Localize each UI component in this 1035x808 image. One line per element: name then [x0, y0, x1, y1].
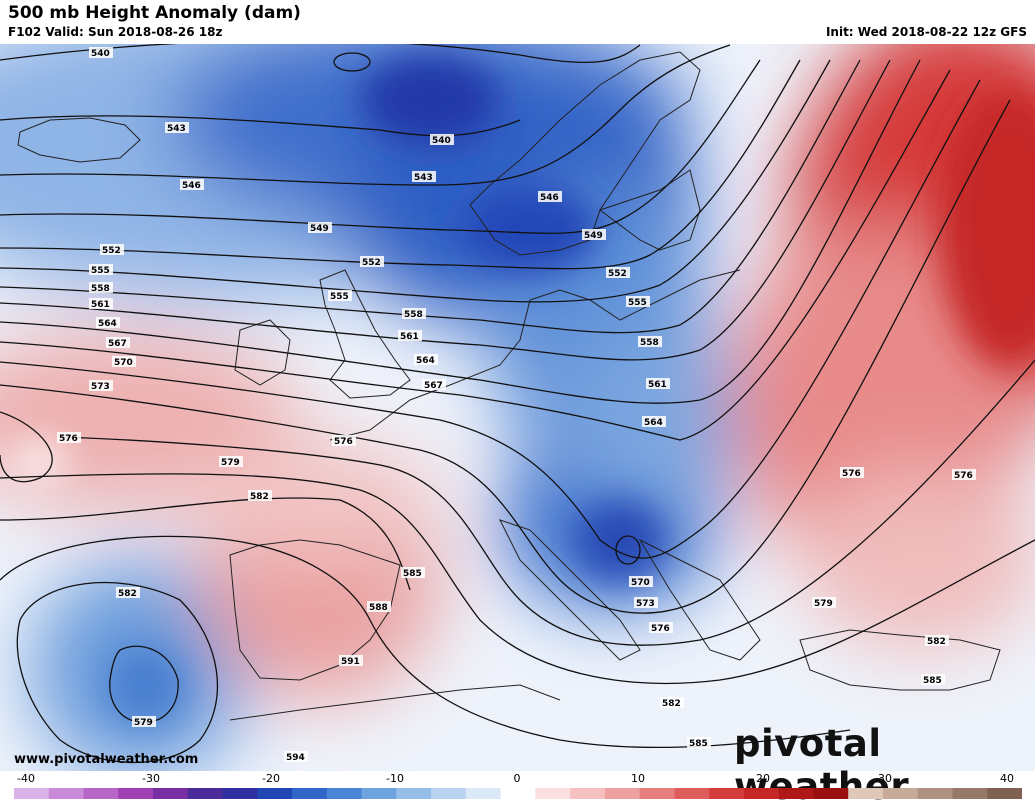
- anomaly-shading: [0, 44, 1035, 771]
- contour-label: 552: [608, 269, 627, 279]
- colorbar-swatch: [604, 788, 641, 799]
- colorbar-swatch: [917, 788, 953, 799]
- contour-label: 558: [91, 284, 110, 294]
- colorbar-swatch: [743, 788, 780, 799]
- contour-label: 591: [341, 657, 360, 667]
- colorbar-swatch: [326, 788, 363, 799]
- contour-label: 576: [954, 471, 973, 481]
- contour-label: 573: [636, 599, 655, 609]
- colorbar-swatch: [14, 788, 50, 799]
- contour-label: 558: [640, 338, 659, 348]
- contour-label: 543: [167, 124, 186, 134]
- colorbar-swatches: [14, 788, 1022, 799]
- colorbar-tick-label: -10: [386, 772, 404, 785]
- height-anomaly-map: 540 540 543 543 546 546 549 549 552 552 …: [0, 44, 1035, 771]
- colorbar-swatch: [361, 788, 397, 799]
- contour-label: 573: [91, 382, 110, 392]
- colorbar-swatch: [639, 788, 675, 799]
- colorbar-swatch: [465, 788, 502, 799]
- colorbar-swatch: [535, 788, 571, 799]
- colorbar-tick-label: -30: [142, 772, 160, 785]
- contour-label: 579: [221, 458, 240, 468]
- contour-label: 594: [286, 753, 305, 763]
- contour-label: 564: [98, 319, 117, 329]
- colorbar-swatch: [257, 788, 293, 799]
- website-credit: www.pivotalweather.com: [14, 752, 199, 767]
- colorbar-tick-label: 0: [514, 772, 521, 785]
- map-header: 500 mb Height Anomaly (dam) F102 Valid: …: [0, 0, 1035, 44]
- contour-label: 576: [842, 469, 861, 479]
- contour-label: 570: [631, 578, 650, 588]
- contour-label: 588: [369, 603, 388, 613]
- contour-label: 555: [330, 292, 349, 302]
- colorbar-swatch: [987, 788, 1022, 799]
- contour-label: 549: [584, 231, 603, 241]
- map-title: 500 mb Height Anomaly (dam): [8, 3, 301, 23]
- contour-label: 540: [91, 49, 110, 59]
- contour-label: 585: [689, 739, 708, 749]
- contour-label: 582: [927, 637, 946, 647]
- coastlines: [17, 51, 1001, 721]
- height-contours: [0, 44, 1035, 764]
- valid-time: F102 Valid: Sun 2018-08-26 18z: [8, 25, 223, 39]
- contour-label: 555: [91, 266, 110, 276]
- contour-label: 561: [648, 380, 667, 390]
- contour-label: 540: [432, 136, 451, 146]
- contour-label: 564: [416, 356, 435, 366]
- colorbar-swatch: [187, 788, 224, 799]
- colorbar-swatch: [882, 788, 919, 799]
- contour-label: 576: [651, 624, 670, 634]
- contour-label: 552: [102, 246, 121, 256]
- colorbar-swatch: [153, 788, 189, 799]
- colorbar-tick-label: 20: [756, 772, 770, 785]
- contour-label: 555: [628, 298, 647, 308]
- contour-label: 570: [114, 358, 133, 368]
- contour-label: 543: [414, 173, 433, 183]
- colorbar-tick-label: -40: [17, 772, 35, 785]
- contour-label: 567: [108, 339, 127, 349]
- contour-labels: 540 540 543 543 546 546 549 549 552 552 …: [57, 47, 976, 763]
- contour-label: 579: [814, 599, 833, 609]
- colorbar-swatch: [813, 788, 849, 799]
- colorbar-swatch: [674, 788, 710, 799]
- contour-label: 582: [250, 492, 269, 502]
- colorbar: -40 -30 -20 -10 0 10 20 30 40: [14, 772, 1022, 799]
- colorbar-tick-label: 30: [878, 772, 892, 785]
- colorbar-swatch: [709, 788, 745, 799]
- colorbar-swatch: [431, 788, 467, 799]
- colorbar-ticks: -40 -30 -20 -10 0 10 20 30 40: [17, 772, 1014, 785]
- colorbar-swatch: [570, 788, 606, 799]
- colorbar-tick-label: 10: [631, 772, 645, 785]
- contour-label: 567: [424, 381, 443, 391]
- contour-label: 564: [644, 418, 663, 428]
- init-time: Init: Wed 2018-08-22 12z GFS: [825, 25, 1027, 39]
- colorbar-swatch: [952, 788, 988, 799]
- contour-label: 585: [403, 569, 422, 579]
- colorbar-swatch: [292, 788, 328, 799]
- colorbar-swatch: [222, 788, 258, 799]
- contour-label: 546: [182, 181, 201, 191]
- contour-label: 582: [118, 589, 137, 599]
- contour-label: 552: [362, 258, 381, 268]
- colorbar-swatch: [500, 788, 536, 799]
- contour-label: 561: [91, 300, 110, 310]
- contour-label: 558: [404, 310, 423, 320]
- contour-label: 582: [662, 699, 681, 709]
- colorbar-swatch: [48, 788, 85, 799]
- contour-label: 585: [923, 676, 942, 686]
- colorbar-tick-label: -20: [262, 772, 280, 785]
- colorbar-swatch: [778, 788, 814, 799]
- contour-label: 576: [59, 434, 78, 444]
- colorbar-swatch: [118, 788, 154, 799]
- contour-label: 561: [400, 332, 419, 342]
- contour-label: 576: [334, 437, 353, 447]
- contour-label: 549: [310, 224, 329, 234]
- colorbar-tick-label: 40: [1000, 772, 1014, 785]
- colorbar-swatch: [396, 788, 432, 799]
- contour-label: 546: [540, 193, 559, 203]
- colorbar-swatch: [83, 788, 119, 799]
- colorbar-swatch: [848, 788, 884, 799]
- contour-label: 579: [134, 718, 153, 728]
